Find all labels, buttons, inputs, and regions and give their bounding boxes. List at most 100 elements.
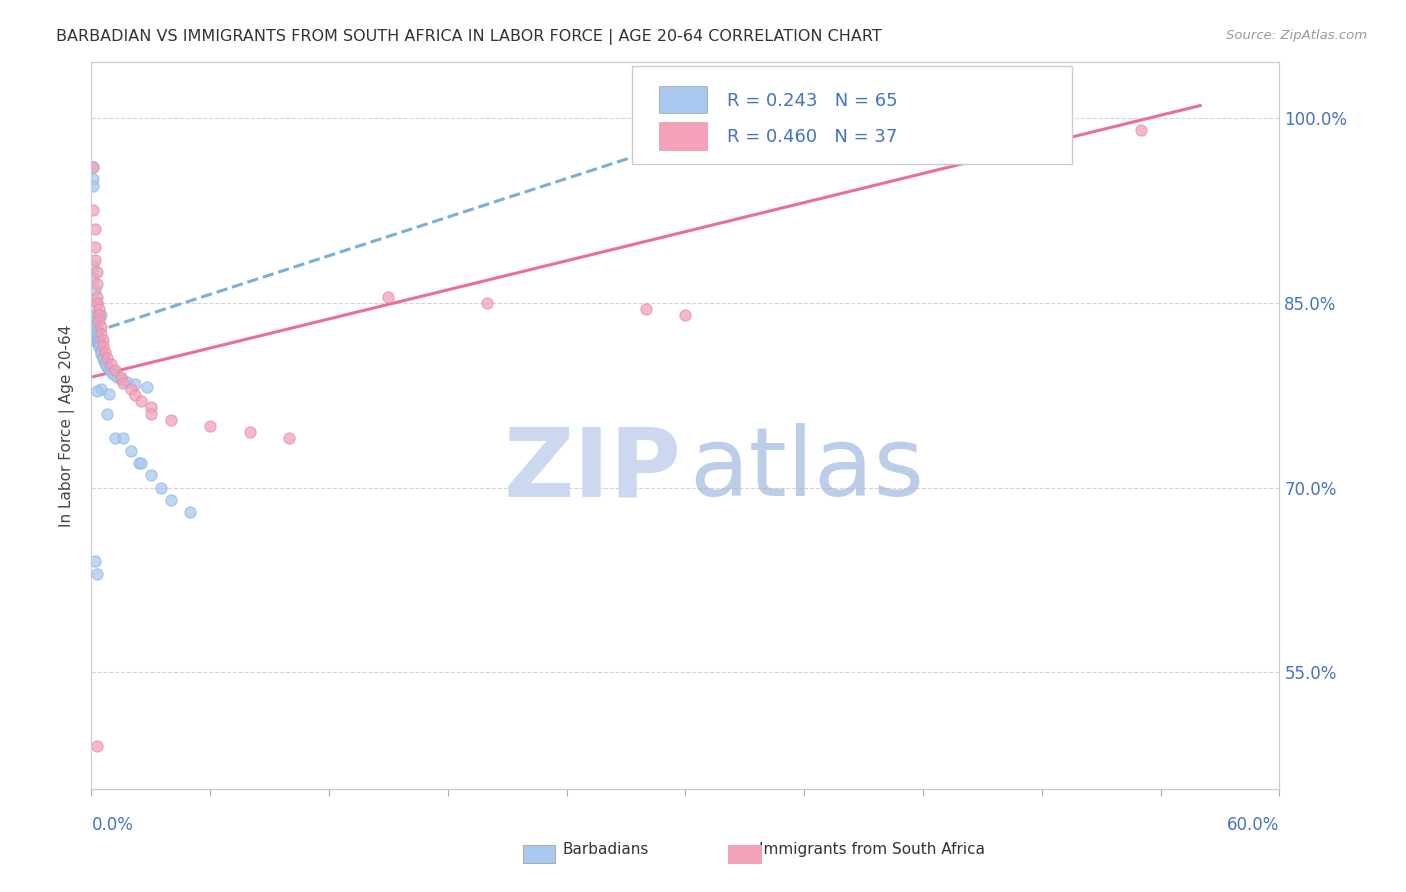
Point — [115, 375, 138, 389]
Point — [278, 431, 301, 445]
Point — [159, 492, 181, 507]
Point — [82, 178, 104, 193]
Point — [84, 320, 107, 334]
Point — [90, 345, 112, 359]
Point — [1129, 123, 1152, 137]
Point — [96, 359, 118, 374]
Point — [84, 221, 107, 235]
Text: Barbadians: Barbadians — [562, 842, 648, 856]
Point — [82, 308, 104, 322]
Point — [110, 369, 132, 384]
Point — [90, 382, 112, 396]
Point — [120, 382, 142, 396]
Point — [96, 351, 118, 366]
Point — [86, 566, 108, 581]
Point — [129, 394, 152, 409]
Point — [90, 308, 112, 322]
Point — [91, 339, 114, 353]
FancyBboxPatch shape — [659, 122, 707, 150]
FancyBboxPatch shape — [659, 86, 707, 113]
Point — [84, 240, 107, 254]
Point — [695, 129, 717, 144]
Point — [124, 377, 146, 392]
Point — [200, 419, 222, 434]
Point — [110, 372, 132, 386]
Point — [84, 323, 107, 337]
Text: Immigrants from South Africa: Immigrants from South Africa — [759, 842, 986, 856]
Point — [89, 308, 111, 322]
Point — [98, 387, 121, 401]
Point — [112, 376, 135, 390]
Point — [90, 343, 112, 357]
Point — [86, 335, 108, 350]
Point — [129, 456, 152, 470]
Text: ZIP: ZIP — [503, 423, 682, 516]
Point — [84, 310, 107, 325]
Point — [139, 401, 162, 415]
Point — [239, 425, 262, 439]
Point — [90, 347, 112, 361]
Text: R = 0.460   N = 37: R = 0.460 N = 37 — [727, 128, 897, 146]
Point — [86, 295, 108, 310]
Point — [124, 388, 146, 402]
Point — [94, 357, 117, 371]
Point — [86, 277, 108, 292]
Point — [84, 284, 107, 298]
Point — [82, 333, 104, 347]
Point — [91, 333, 114, 347]
Point — [89, 337, 111, 351]
Point — [82, 259, 104, 273]
Point — [86, 333, 108, 347]
Point — [90, 320, 112, 334]
Point — [86, 326, 108, 340]
Point — [82, 160, 104, 174]
Point — [82, 203, 104, 218]
Point — [82, 314, 104, 328]
Point — [100, 357, 122, 371]
Point — [86, 327, 108, 342]
Point — [100, 365, 122, 379]
Point — [86, 265, 108, 279]
Point — [86, 295, 108, 310]
Point — [82, 323, 104, 337]
Text: atlas: atlas — [689, 423, 924, 516]
Point — [82, 271, 104, 285]
FancyBboxPatch shape — [631, 66, 1071, 164]
Point — [94, 345, 117, 359]
Point — [159, 413, 181, 427]
Point — [377, 289, 399, 303]
Point — [94, 355, 117, 369]
Point — [84, 318, 107, 332]
Point — [91, 352, 114, 367]
Y-axis label: In Labor Force | Age 20-64: In Labor Force | Age 20-64 — [59, 325, 76, 527]
Point — [82, 326, 104, 340]
Point — [105, 369, 128, 384]
Point — [86, 330, 108, 344]
Point — [84, 313, 107, 327]
Point — [86, 289, 108, 303]
Point — [82, 160, 104, 174]
Text: Source: ZipAtlas.com: Source: ZipAtlas.com — [1226, 29, 1367, 42]
Point — [84, 308, 107, 322]
Point — [91, 350, 114, 364]
Text: BARBADIAN VS IMMIGRANTS FROM SOUTH AFRICA IN LABOR FORCE | AGE 20-64 CORRELATION: BARBADIAN VS IMMIGRANTS FROM SOUTH AFRIC… — [56, 29, 882, 45]
Point — [128, 456, 150, 470]
Point — [89, 333, 111, 347]
Point — [89, 335, 111, 350]
Point — [179, 505, 201, 519]
Text: 60.0%: 60.0% — [1227, 816, 1279, 834]
Point — [96, 407, 118, 421]
Point — [673, 123, 696, 137]
Point — [139, 407, 162, 421]
Point — [84, 252, 107, 267]
Text: R = 0.243   N = 65: R = 0.243 N = 65 — [727, 92, 897, 110]
Point — [89, 314, 111, 328]
Point — [89, 301, 111, 316]
Point — [104, 431, 127, 445]
Point — [82, 320, 104, 334]
Point — [139, 468, 162, 483]
Point — [84, 554, 107, 568]
Point — [149, 481, 172, 495]
Point — [86, 384, 108, 399]
Point — [90, 326, 112, 341]
